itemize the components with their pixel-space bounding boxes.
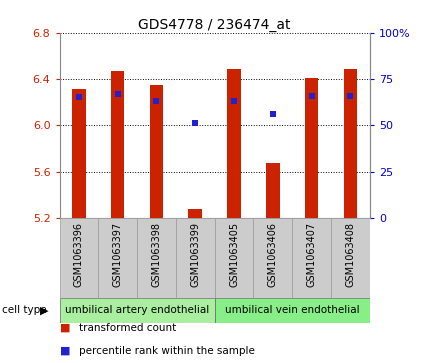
Bar [60,218,98,298]
Text: umbilical artery endothelial: umbilical artery endothelial [65,305,209,315]
Bar [331,218,370,298]
Bar [111,71,125,218]
Bar [343,69,357,218]
Bar [305,78,318,218]
Bar [137,218,176,298]
Text: GSM1063407: GSM1063407 [306,222,317,287]
Text: GSM1063406: GSM1063406 [268,222,278,287]
Bar [215,298,370,323]
Bar [253,218,292,298]
Bar [176,218,215,298]
Bar [72,89,86,218]
Text: GSM1063399: GSM1063399 [190,222,200,287]
Text: ■: ■ [60,346,70,356]
Bar [215,218,253,298]
Bar [60,298,215,323]
Bar [227,69,241,218]
Text: percentile rank within the sample: percentile rank within the sample [79,346,255,356]
Text: ▶: ▶ [40,305,49,315]
Bar [98,218,137,298]
Text: ■: ■ [60,323,70,333]
Bar [266,163,280,218]
Text: cell type: cell type [2,305,47,315]
Text: GSM1063398: GSM1063398 [151,222,162,287]
Text: transformed count: transformed count [79,323,176,333]
Bar [188,208,202,218]
Text: umbilical vein endothelial: umbilical vein endothelial [225,305,360,315]
Bar [150,85,163,218]
Text: GSM1063405: GSM1063405 [229,222,239,287]
Title: GDS4778 / 236474_at: GDS4778 / 236474_at [139,18,291,32]
Text: GSM1063396: GSM1063396 [74,222,84,287]
Text: GSM1063408: GSM1063408 [346,222,355,287]
Text: GSM1063397: GSM1063397 [113,222,123,287]
Bar [292,218,331,298]
